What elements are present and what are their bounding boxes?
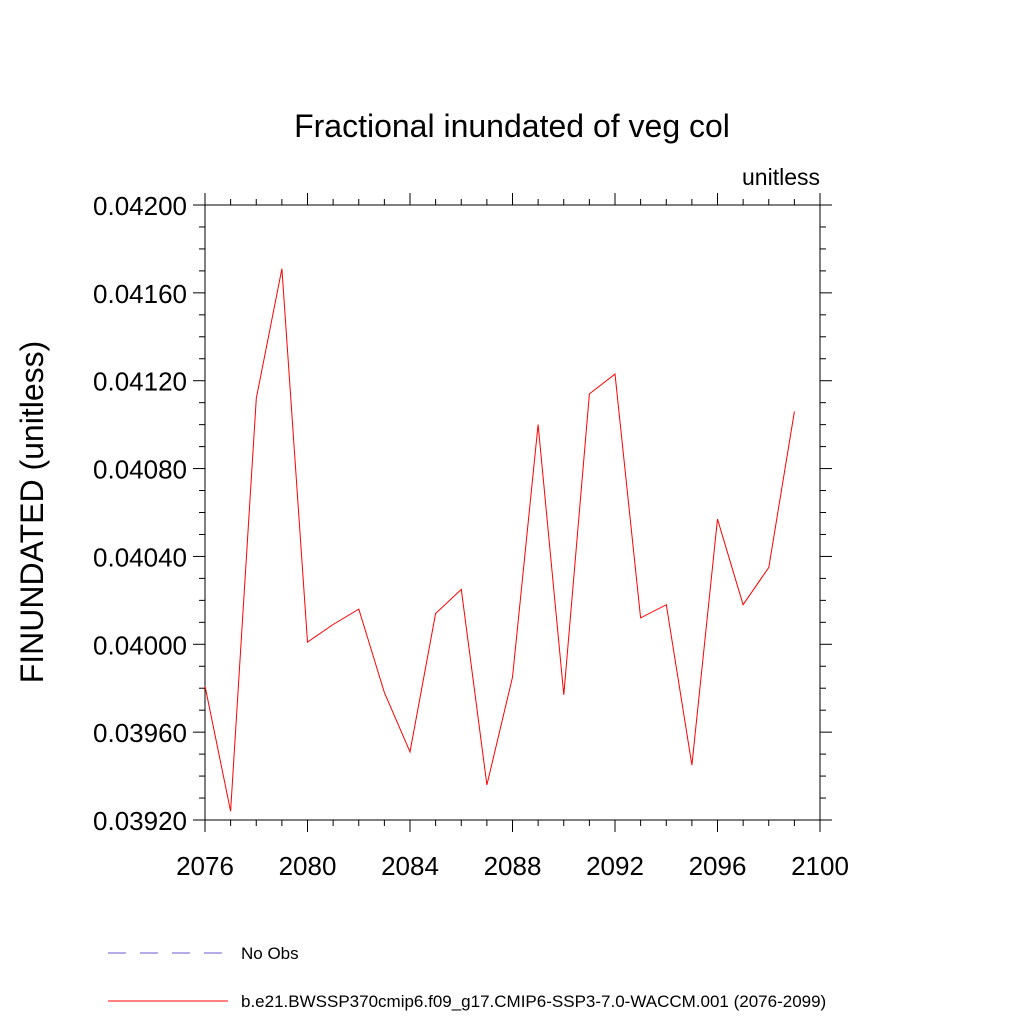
chart-title: Fractional inundated of veg col bbox=[294, 108, 730, 144]
x-tick-label: 2088 bbox=[484, 851, 542, 881]
y-tick-label: 0.03960 bbox=[93, 718, 187, 748]
x-tick-label: 2100 bbox=[791, 851, 849, 881]
y-tick-label: 0.04120 bbox=[93, 367, 187, 397]
x-tick-label: 2080 bbox=[279, 851, 337, 881]
x-tick-label: 2092 bbox=[586, 851, 644, 881]
y-axis-label: FINUNDATED (unitless) bbox=[14, 341, 50, 684]
y-tick-label: 0.04200 bbox=[93, 191, 187, 221]
axes: 0.03920 0.03960 0.04000 0.04040 0.04080 0.041… bbox=[93, 191, 849, 881]
series-lines bbox=[204, 268, 795, 812]
x-tick-label: 2096 bbox=[689, 851, 747, 881]
plot-frame bbox=[204, 204, 821, 821]
series-line-1 bbox=[204, 268, 795, 812]
y-tick-label: 0.04040 bbox=[93, 542, 187, 572]
legend: No Obs b.e21.BWSSP370cmip6.f09_g17.CMIP6-… bbox=[108, 944, 826, 1011]
x-tick-label: 2076 bbox=[176, 851, 234, 881]
legend-label-1: b.e21.BWSSP370cmip6.f09_g17.CMIP6-SSP3-7… bbox=[241, 992, 826, 1011]
units-label: unitless bbox=[742, 164, 820, 190]
y-tick-label: 0.03920 bbox=[93, 806, 187, 836]
y-tick-label: 0.04160 bbox=[93, 279, 187, 309]
y-tick-label: 0.04080 bbox=[93, 455, 187, 485]
x-tick-label: 2084 bbox=[381, 851, 439, 881]
legend-label-0: No Obs bbox=[241, 944, 299, 963]
y-tick-label: 0.04000 bbox=[93, 630, 187, 660]
